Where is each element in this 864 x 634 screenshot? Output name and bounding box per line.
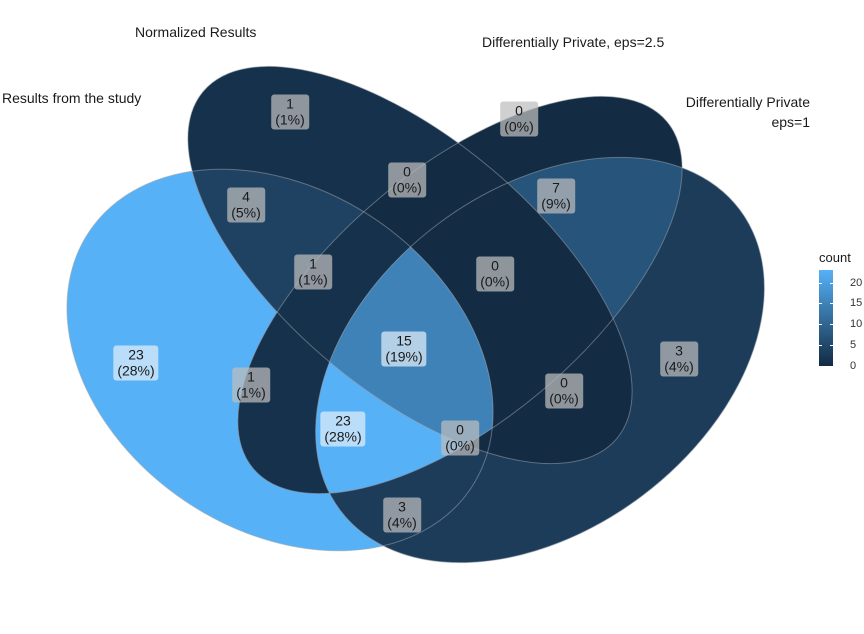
- set-outline-results-from-study: [66, 168, 494, 552]
- legend-title: count: [819, 250, 851, 265]
- legend-tick-label: 0: [850, 360, 857, 372]
- region-count: 1: [247, 368, 255, 385]
- region-label-ac: 1 (1%): [294, 254, 332, 290]
- region-percent: (0%): [392, 179, 422, 196]
- legend-tick-label: 20: [850, 276, 863, 289]
- region-count: 0: [515, 102, 523, 119]
- legend-tick-label: 15: [850, 297, 863, 310]
- region-count: 0: [456, 421, 464, 438]
- set-title-dp-eps-1: Differentially Private eps=1: [685, 94, 810, 130]
- region-percent: (1%): [236, 384, 266, 401]
- region-label-abcd: 15 (19%): [381, 331, 427, 367]
- region-label-d: 3 (4%): [660, 341, 698, 377]
- region-count: 0: [560, 374, 568, 391]
- region-label-bd: 0 (0%): [476, 256, 514, 292]
- legend-tick-mark: [819, 282, 822, 284]
- region-label-cd: 7 (9%): [537, 178, 575, 214]
- region-label-a: 23 (28%): [113, 345, 159, 381]
- region-percent: (1%): [275, 111, 305, 128]
- region-percent: (0%): [504, 118, 534, 135]
- region-percent: (0%): [445, 437, 475, 454]
- region-label-bcd: 0 (0%): [545, 373, 583, 409]
- region-count: 1: [309, 255, 317, 272]
- region-label-ab: 4 (5%): [227, 187, 265, 223]
- legend-tick-label: 5: [850, 339, 857, 352]
- venn-set-outlines: [66, 65, 765, 564]
- region-count: 23: [128, 346, 144, 363]
- region-percent: (0%): [480, 273, 510, 290]
- set-title-normalized-results: Normalized Results: [135, 24, 257, 40]
- region-count: 4: [242, 188, 250, 205]
- legend-tick-mark: [830, 366, 833, 367]
- region-count: 0: [403, 163, 411, 180]
- region-label-bc: 0 (0%): [388, 162, 426, 198]
- region-percent: (19%): [385, 348, 423, 365]
- region-count: 1: [286, 95, 294, 112]
- legend-tick-mark: [830, 303, 833, 305]
- color-legend: count 0 5 10 15 20: [816, 250, 864, 400]
- legend-tick-mark: [830, 324, 833, 326]
- region-label-c: 0 (0%): [500, 101, 538, 137]
- set-outline-normalized-results: [187, 65, 633, 465]
- legend-tick-mark: [830, 345, 833, 347]
- region-label-acd: 23 (28%): [320, 411, 366, 447]
- legend-tick-mark: [830, 282, 833, 284]
- region-label-b: 1 (1%): [271, 94, 309, 130]
- region-percent: (4%): [387, 514, 417, 531]
- legend-tick-mark: [819, 366, 822, 367]
- region-count: 7: [552, 179, 560, 196]
- region-percent: (4%): [664, 358, 694, 375]
- legend-tick-mark: [819, 324, 822, 326]
- legend-color-bar: [819, 270, 833, 366]
- region-count: 0: [491, 257, 499, 274]
- legend-tick-label: 10: [850, 318, 863, 331]
- region-count: 23: [335, 412, 351, 429]
- legend-tick-mark: [819, 303, 822, 305]
- region-percent: (5%): [231, 204, 261, 221]
- region-percent: (28%): [117, 362, 155, 379]
- region-label-abc: 1 (1%): [232, 367, 270, 403]
- region-label-ad: 3 (4%): [383, 497, 421, 533]
- set-title-results-from-study: Results from the study: [2, 90, 142, 106]
- region-count: 15: [396, 332, 412, 349]
- region-count: 3: [675, 342, 683, 359]
- set-outline-dp-eps-2-5: [237, 95, 683, 495]
- region-percent: (1%): [298, 271, 328, 288]
- region-label-abd: 0 (0%): [441, 420, 479, 456]
- venn-region-fills: [66, 66, 765, 563]
- region-percent: (9%): [541, 195, 571, 212]
- region-percent: (0%): [549, 390, 579, 407]
- set-title-dp-eps-2-5: Differentially Private, eps=2.5: [482, 34, 665, 50]
- set-outline-dp-eps-1: [315, 156, 765, 564]
- region-count: 3: [398, 498, 406, 515]
- legend-tick-mark: [819, 345, 822, 347]
- region-percent: (28%): [324, 428, 362, 445]
